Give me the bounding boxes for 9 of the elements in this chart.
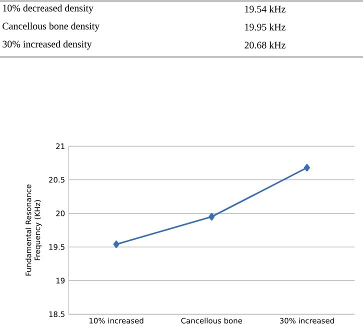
text: 19.54 kHz [245,5,286,13]
text: 10% decreased density [3,4,94,14]
point [113,240,120,248]
point [304,164,310,172]
text: 30% increased density [2,40,92,50]
text: Cancellous bone density [2,22,100,32]
point [208,212,215,221]
text: 19.95 kHz [245,23,286,31]
text: 20.68 kHz [244,41,286,49]
